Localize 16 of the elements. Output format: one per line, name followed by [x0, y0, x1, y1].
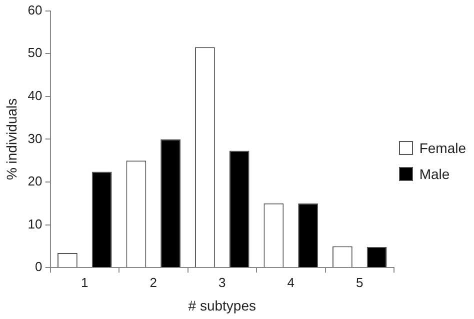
- y-tick-label: 30: [28, 130, 42, 146]
- x-tick-label: 3: [218, 274, 226, 290]
- x-tick-label: 4: [287, 274, 294, 290]
- y-tick-label: 50: [28, 45, 42, 60]
- y-tick-label: 20: [28, 174, 42, 189]
- x-tick-label: 1: [81, 274, 88, 290]
- text: Female: [419, 140, 466, 156]
- y-tick-label: 10: [28, 216, 42, 232]
- y-tick-label: 60: [28, 2, 42, 18]
- y-axis-title: % individuals: [3, 98, 20, 180]
- x-tick-label: 5: [356, 274, 364, 290]
- y-tick-label: 0: [35, 259, 42, 274]
- x-tick-label: 2: [150, 274, 157, 290]
- y-tick-label: 40: [28, 88, 42, 103]
- legend-label: Male: [419, 166, 450, 182]
- x-axis-title: # subtypes: [188, 297, 256, 314]
